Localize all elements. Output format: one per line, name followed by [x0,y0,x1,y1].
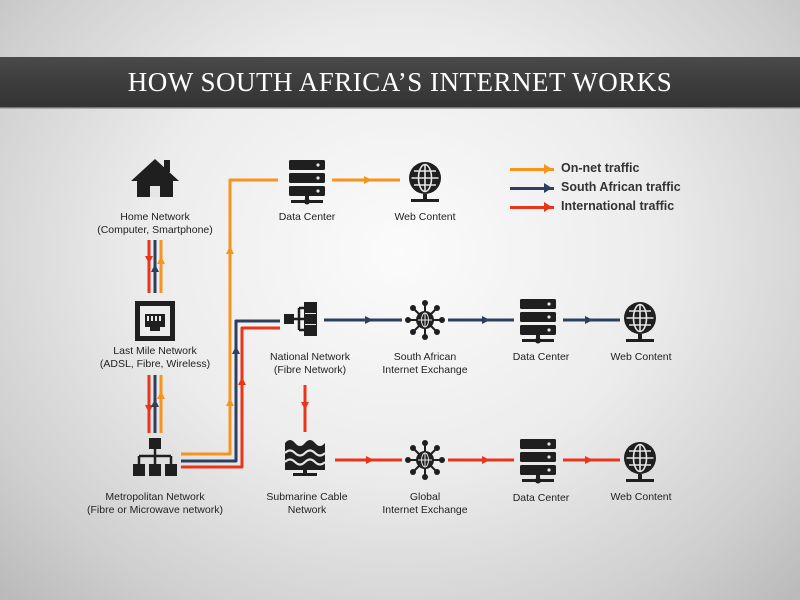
label-line: Network [287,504,327,516]
arrowhead [364,176,372,184]
international-line [181,326,280,469]
arrowhead [482,456,490,464]
arrowhead [157,256,165,264]
globe-icon [408,161,442,203]
water-waves-icon [283,438,327,478]
label-line: Data Center [278,211,336,223]
metro-network-label: Metropolitan Network (Fibre or Microwave… [87,491,223,517]
legend-label: South African traffic [561,180,681,194]
label-line: National Network [270,351,350,363]
globe-icon [623,441,657,483]
arrowhead [366,456,374,464]
arrowhead [585,316,593,324]
submarine-cable-label: Submarine Cable Network [266,491,347,517]
legend-line [510,168,554,171]
national-network-label: National Network (Fibre Network) [270,351,350,377]
exchange-hub-icon [404,439,446,481]
sa-internet-exchange-label: South African Internet Exchange [382,351,467,377]
arrowhead [145,256,153,264]
label-line: (ADSL, Fibre, Wireless) [99,358,211,370]
page-title: HOW SOUTH AFRICA’S INTERNET WORKS [127,67,673,97]
network-hierarchy-icon [131,436,179,478]
globe-icon [623,301,657,343]
data-center-label: Data Center [513,351,570,364]
arrowhead [301,402,309,410]
label-line: Last Mile Network [113,345,197,357]
arrowhead [232,346,240,354]
arrowhead [151,264,159,272]
arrowhead [226,398,234,406]
label-line: (Fibre Network) [273,364,347,376]
label-line: (Computer, Smartphone) [97,224,213,236]
label-line: Home Network [120,211,190,223]
label-line: South African [393,351,457,363]
title-banner: HOW SOUTH AFRICA’S INTERNET WORKS [0,57,800,108]
arrowhead [365,316,373,324]
label-line: Web Content [394,211,456,223]
label-line: Web Content [610,491,672,503]
web-content-label: Web Content [610,351,671,364]
arrow-right-icon [544,202,552,212]
arrow-right-icon [544,164,552,174]
on-net-line [181,178,278,456]
web-content-label: Web Content [610,491,671,504]
label-line: Internet Exchange [382,364,468,376]
last-mile-label: Last Mile Network (ADSL, Fibre, Wireless… [100,345,210,371]
legend-label: International traffic [561,199,675,213]
global-internet-exchange-label: Global Internet Exchange [382,491,467,517]
label-line: Submarine Cable [266,491,348,503]
south-african-line [181,319,280,463]
legend-line [510,206,554,209]
arrowhead [585,456,593,464]
arrowhead [157,391,165,399]
label-line: Internet Exchange [382,504,468,516]
arrow-right-icon [544,183,552,193]
home-network-label: Home Network (Computer, Smartphone) [97,211,213,237]
arrowhead [226,246,234,254]
label-line: Data Center [512,492,570,504]
arrowhead [482,316,490,324]
web-content-label: Web Content [394,211,455,224]
server-icon [289,160,325,205]
network-switch-icon [282,300,319,338]
network-socket-icon [135,301,175,341]
legend-line [510,187,554,190]
label-line: Global [409,491,441,503]
arrowhead [151,399,159,407]
label-line: (Fibre or Microwave network) [87,504,223,516]
label-line: Metropolitan Network [105,491,205,503]
data-center-label: Data Center [279,211,336,224]
label-line: Web Content [610,351,672,363]
server-icon [520,299,556,344]
house-icon [131,159,179,197]
arrowhead [238,377,246,385]
server-icon [520,439,556,484]
exchange-hub-icon [404,299,446,341]
legend-label: On-net traffic [561,161,640,175]
label-line: Data Center [512,351,570,363]
data-center-label: Data Center [513,492,570,505]
